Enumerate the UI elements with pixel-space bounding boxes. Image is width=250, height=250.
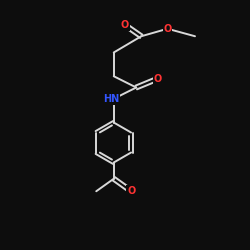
Text: O: O <box>154 74 162 84</box>
Text: O: O <box>127 186 136 196</box>
Text: O: O <box>164 24 172 34</box>
Text: O: O <box>121 20 129 30</box>
Text: HN: HN <box>103 94 120 104</box>
